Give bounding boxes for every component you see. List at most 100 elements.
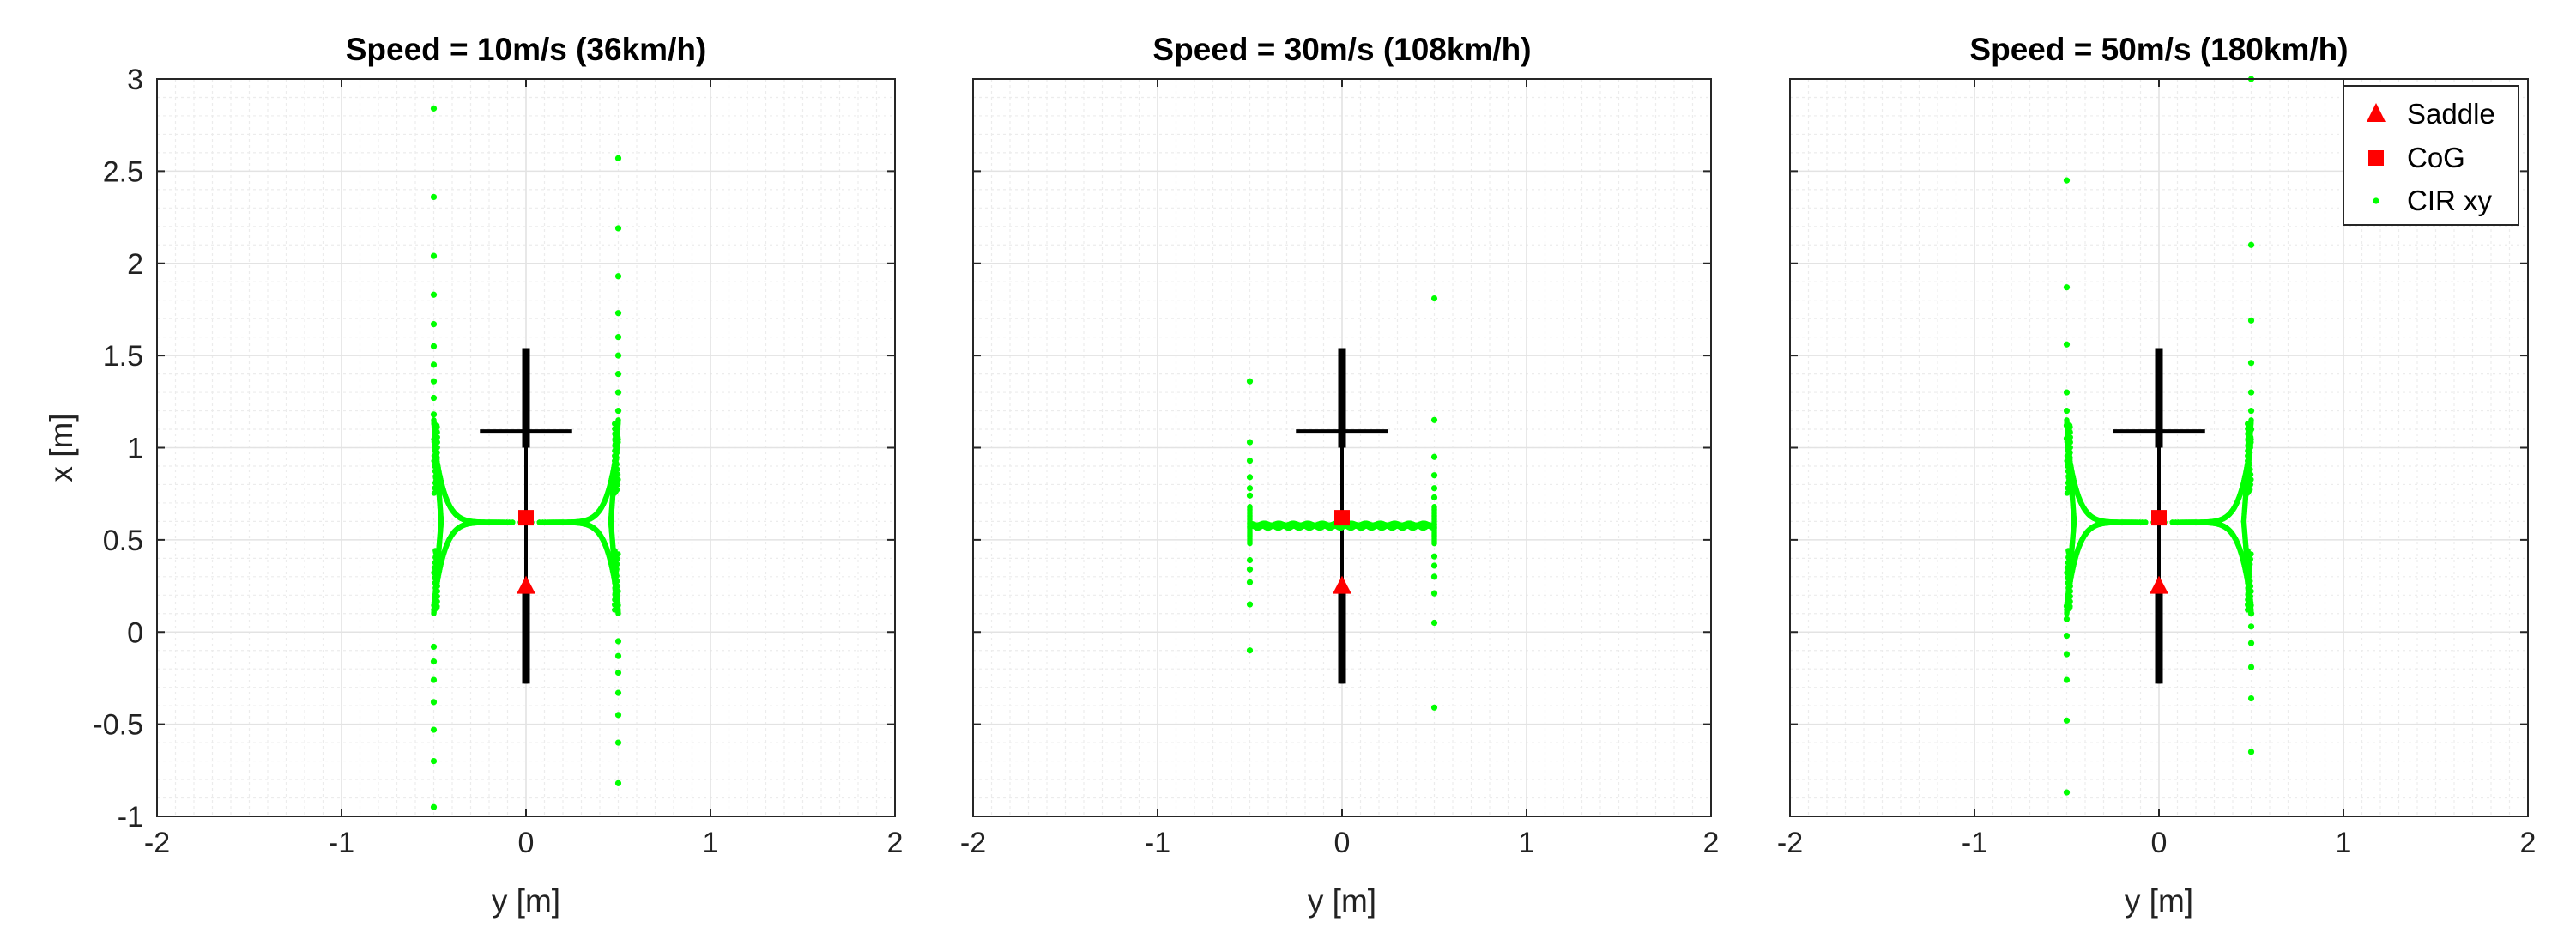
x-tick-label: 1	[703, 827, 719, 859]
cog-marker	[1334, 510, 1350, 526]
cir-point	[614, 225, 622, 232]
cir-point	[430, 394, 438, 402]
cir-point	[2064, 417, 2070, 423]
x-tick-label: -2	[1777, 827, 1803, 859]
cir-point	[2063, 422, 2071, 429]
cir-point	[2063, 603, 2071, 609]
cir-point	[2063, 435, 2071, 442]
cir-point	[2063, 389, 2071, 396]
legend-saddle-marker	[2367, 103, 2386, 122]
x-tick-label: 0	[518, 827, 535, 859]
y-tick-label: 2.5	[103, 155, 143, 188]
cir-point	[614, 689, 622, 696]
cir-point	[2247, 610, 2255, 617]
legend-cog-marker	[2368, 150, 2384, 166]
y-tick-label: 1.5	[103, 340, 143, 373]
cir-point	[1430, 553, 1438, 560]
chart-title: Speed = 10m/s (36km/h)	[346, 32, 707, 67]
cog-marker	[518, 510, 534, 526]
x-tick-label: 2	[887, 827, 904, 859]
legend-label: CIR xy	[2407, 185, 2493, 216]
saddle-marker	[1333, 575, 1351, 594]
cir-point	[2063, 651, 2071, 658]
cir-point	[2247, 640, 2255, 646]
x-axis-label: y [m]	[2125, 883, 2193, 919]
cir-point	[1246, 474, 1254, 481]
cir-point	[430, 676, 438, 683]
cir-point	[1430, 619, 1438, 627]
cir-point	[430, 411, 438, 418]
cir-point	[430, 252, 438, 259]
x-axis-label: y [m]	[1308, 883, 1376, 919]
cir-point	[2247, 694, 2255, 702]
cir-point	[430, 105, 438, 112]
y-axis-ticks	[973, 78, 1711, 817]
x-tick-label: -1	[1962, 827, 1987, 859]
cir-point	[1430, 562, 1438, 569]
cir-point	[430, 343, 438, 349]
cir-point	[1430, 590, 1438, 597]
cir-point	[1246, 601, 1254, 608]
x-tick-label: -1	[329, 827, 354, 859]
chart-panel-2: -2 -1 0 1 2 Speed = 30m/s (108km/h) y [m]	[960, 32, 1720, 919]
y-axis-ticks: -1 -0.5 0 0.5 1 1.5 2 2.5 3	[93, 64, 895, 834]
y-axis-label: x [m]	[44, 413, 79, 482]
cir-point	[2247, 664, 2255, 670]
x-axis-ticks: -2 -1 0 1 2	[1777, 79, 2537, 859]
cir-point	[1246, 492, 1254, 499]
x-tick-label: -2	[144, 827, 170, 859]
legend: Saddle CoG CIR xy	[2343, 85, 2519, 226]
cir-point	[615, 610, 621, 616]
x-tick-label: 2	[2520, 827, 2537, 859]
cir-point	[2063, 616, 2071, 622]
cir-point	[1430, 416, 1438, 423]
cir-point	[1430, 573, 1438, 580]
legend-label: CoG	[2407, 142, 2465, 173]
cir-point	[614, 779, 622, 786]
cir-point	[1430, 494, 1438, 501]
cir-point	[2247, 360, 2255, 367]
cir-xy-series	[430, 105, 622, 810]
cir-point	[1246, 457, 1254, 464]
cir-point	[430, 658, 438, 665]
x-tick-label: -1	[1145, 827, 1170, 859]
cir-point	[1246, 579, 1254, 585]
cir-point	[2064, 610, 2070, 616]
y-axis-ticks	[1790, 78, 2528, 817]
cir-point	[614, 669, 622, 676]
cir-point	[2063, 676, 2071, 683]
cir-point	[2063, 717, 2071, 724]
x-tick-label: 1	[2336, 827, 2352, 859]
cir-point	[1430, 472, 1438, 479]
saddle-marker	[2150, 575, 2168, 594]
cir-xy-series	[2063, 76, 2255, 796]
cir-point	[614, 334, 622, 341]
y-tick-label: 0.5	[103, 525, 143, 557]
cir-point	[614, 389, 622, 396]
cir-point	[2247, 317, 2255, 324]
y-tick-label: 2	[127, 248, 143, 281]
cir-point	[2063, 407, 2071, 415]
cir-point	[2063, 177, 2071, 184]
cir-point	[1246, 566, 1254, 573]
y-tick-label: -0.5	[93, 709, 143, 742]
x-tick-label: 0	[1334, 827, 1351, 859]
cir-point	[431, 610, 437, 616]
cir-point	[614, 407, 622, 415]
saddle-marker	[517, 575, 535, 594]
cir-point	[2247, 623, 2255, 630]
cir-point	[615, 417, 621, 423]
cir-point	[430, 643, 438, 651]
cir-point	[2247, 389, 2255, 396]
y-tick-label: 3	[127, 64, 143, 96]
cir-point	[431, 417, 437, 423]
cir-point	[430, 193, 438, 201]
cir-point	[614, 712, 622, 719]
cir-point	[614, 652, 622, 659]
cir-point	[2247, 407, 2255, 415]
cir-point	[1246, 647, 1254, 654]
x-tick-label: 0	[2151, 827, 2168, 859]
cir-point	[1430, 453, 1438, 460]
cir-point	[614, 352, 622, 359]
